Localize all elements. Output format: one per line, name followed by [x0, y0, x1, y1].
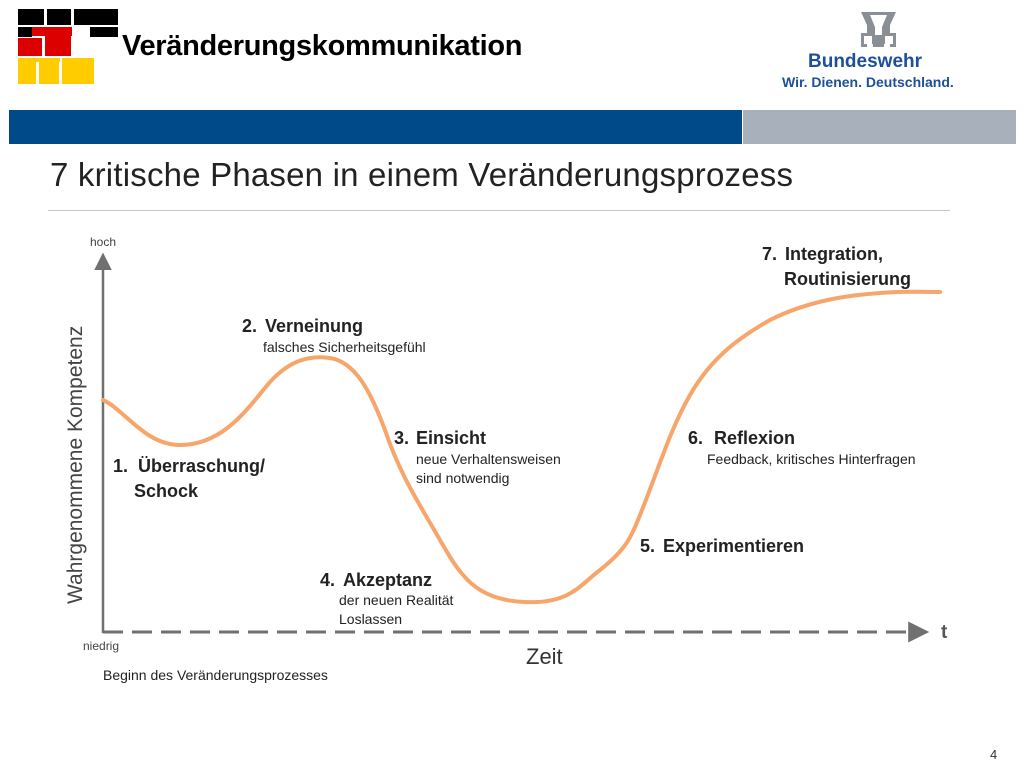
phase-6-number: 6.: [688, 428, 703, 448]
phase-3-subtitle-line1: neue Verhaltensweisen: [416, 451, 561, 467]
header-bar-blue: [9, 110, 742, 144]
phase-4-title: Akzeptanz: [343, 570, 432, 590]
y-axis-high-label: hoch: [90, 235, 116, 249]
y-axis-label: Wahrgenommene Kompetenz: [64, 326, 87, 604]
phase-7-title-line2: Routinisierung: [784, 269, 911, 289]
phase-1-title-line2: Schock: [134, 481, 199, 501]
x-axis-end-label: t: [941, 622, 948, 643]
phase-7-number: 7.: [762, 244, 777, 264]
phase-5-title: Experimentieren: [663, 536, 804, 556]
phase-2-label: 2. Verneinung falsches Sicherheitsgefühl: [242, 316, 426, 355]
flag-logo-gold: [18, 58, 94, 84]
phase-4-label: 4. Akzeptanz der neuen Realität Loslasse…: [320, 570, 454, 627]
phase-2-subtitle: falsches Sicherheitsgefühl: [263, 339, 426, 355]
page-number: 4: [990, 747, 998, 762]
phase-5-number: 5.: [640, 536, 655, 556]
phase-1-label: 1. Überraschung/ Schock: [113, 456, 265, 501]
header-title: Veränderungskommunikation: [122, 30, 523, 62]
phase-3-subtitle-line2: sind notwendig: [416, 470, 509, 486]
phase-7-label: 7. Integration, Routinisierung: [762, 244, 911, 289]
flag-logo-black: [18, 9, 118, 37]
phase-6-subtitle: Feedback, kritisches Hinterfragen: [707, 451, 916, 467]
process-start-note: Beginn des Veränderungsprozesses: [103, 667, 328, 683]
y-axis-low-label: niedrig: [83, 639, 119, 653]
phase-4-number: 4.: [320, 570, 335, 590]
competence-curve: [101, 289, 942, 605]
phase-4-subtitle-line2: Loslassen: [339, 611, 402, 627]
phase-1-number: 1.: [113, 456, 128, 476]
header-bar-gray: [743, 110, 1016, 144]
phase-7-title-line1: Integration,: [785, 244, 883, 264]
flag-logo-icon: [18, 9, 896, 84]
phase-2-number: 2.: [242, 316, 257, 336]
brand-name: Bundeswehr: [808, 51, 923, 72]
phase-4-subtitle-line1: der neuen Realität: [339, 592, 454, 608]
heading-divider: [48, 210, 950, 211]
phase-3-title: Einsicht: [416, 428, 486, 448]
phase-1-title-line1: Überraschung/: [138, 456, 265, 476]
slide-heading: 7 kritische Phasen in einem Veränderungs…: [50, 156, 794, 193]
phase-6-label: 6. Reflexion Feedback, kritisches Hinter…: [688, 428, 916, 467]
phase-3-number: 3.: [394, 428, 409, 448]
phase-6-title: Reflexion: [714, 428, 795, 448]
phase-3-label: 3. Einsicht neue Verhaltensweisen sind n…: [394, 428, 561, 486]
phase-2-title: Verneinung: [265, 316, 363, 336]
iron-cross-icon: [861, 12, 896, 47]
phase-5-label: 5. Experimentieren: [640, 536, 804, 556]
brand-tagline: Wir. Dienen. Deutschland.: [782, 74, 954, 90]
x-axis-label: Zeit: [526, 644, 563, 669]
flag-logo-red: [18, 27, 72, 56]
